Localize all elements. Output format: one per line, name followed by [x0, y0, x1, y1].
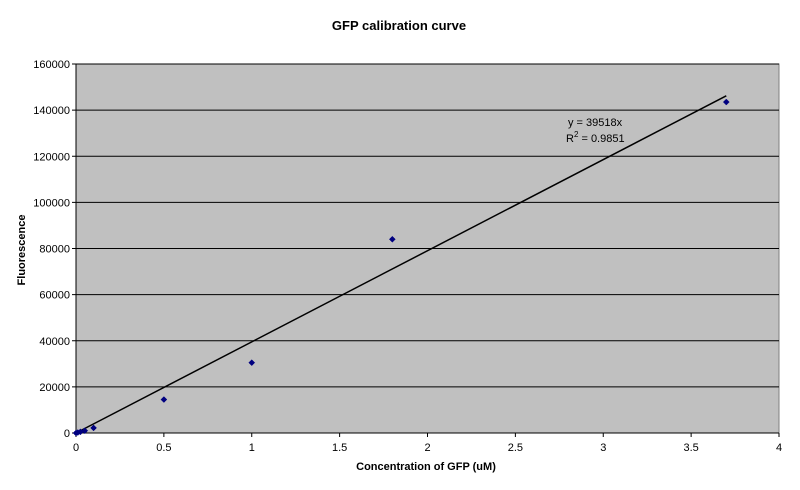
x-tick-label: 3.5 [683, 442, 698, 454]
y-tick-label: 40000 [39, 336, 70, 348]
x-tick-label: 0.5 [156, 442, 171, 454]
x-tick-label: 1.5 [332, 442, 347, 454]
chart-title: GFP calibration curve [332, 18, 466, 33]
data-point [722, 98, 730, 106]
data-point [160, 396, 168, 403]
data-point [388, 235, 396, 243]
grid-lines [76, 63, 779, 388]
y-tick-label: 140000 [33, 105, 70, 117]
y-tick-label: 100000 [33, 197, 70, 209]
y-tick-label: 160000 [33, 59, 70, 71]
data-point [90, 424, 97, 432]
y-axis-title: Fluorescence [16, 215, 28, 286]
y-tick-label: 120000 [33, 151, 70, 163]
data-points [72, 98, 730, 437]
x-tick-label: 3 [600, 442, 606, 454]
r-squared-superscript: 2 [574, 130, 579, 139]
y-tick-label: 80000 [39, 244, 70, 256]
y-axis: 0 20000 40000 60000 80000 100000 120000 140000 1… [33, 59, 77, 440]
trendline [75, 95, 727, 434]
x-axis-title: Concentration of GFP (uM) [356, 461, 496, 473]
y-tick-label: 20000 [39, 382, 70, 394]
r-squared-value: = 0.9851 [578, 133, 624, 145]
x-tick-label: 1 [249, 442, 255, 454]
x-tick-label: 0 [73, 442, 79, 454]
r-squared-label: R2 = 0.9851 [566, 130, 625, 145]
y-tick-label: 60000 [39, 290, 70, 302]
x-tick-label: 2.5 [508, 442, 523, 454]
x-tick-label: 4 [776, 442, 782, 454]
data-point [248, 359, 256, 367]
x-axis: 0 0.5 1 1.5 2 2.5 3 3.5 4 [73, 432, 782, 454]
trendline-equation: y = 39518x [568, 117, 623, 129]
y-tick-label: 0 [64, 428, 70, 440]
data-point [81, 427, 89, 435]
r-squared-prefix: R [566, 133, 574, 145]
x-tick-label: 2 [424, 442, 430, 454]
